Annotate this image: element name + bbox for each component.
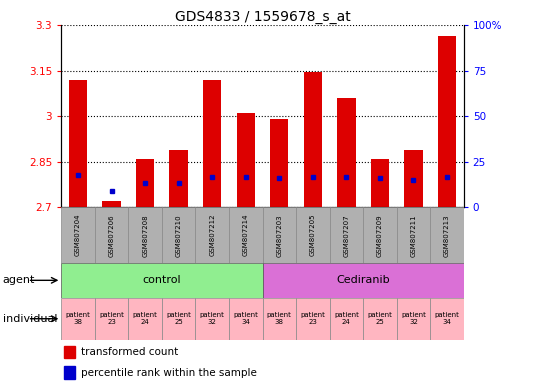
Text: GSM807210: GSM807210 (176, 214, 182, 257)
Text: GSM807208: GSM807208 (142, 214, 148, 257)
Text: GSM807205: GSM807205 (310, 214, 316, 257)
Title: GDS4833 / 1559678_s_at: GDS4833 / 1559678_s_at (175, 10, 350, 24)
Text: patient
34: patient 34 (233, 312, 258, 325)
Bar (329, 298, 363, 340)
Bar (430, 207, 464, 263)
Text: patient
34: patient 34 (434, 312, 459, 325)
Bar (370, 159, 389, 207)
Text: patient
23: patient 23 (99, 312, 124, 325)
Bar (363, 298, 397, 340)
Bar (69, 79, 87, 207)
Bar (95, 207, 128, 263)
Bar (95, 298, 128, 340)
Bar (64, 346, 75, 358)
Bar (262, 263, 464, 298)
Text: GSM807203: GSM807203 (276, 214, 282, 257)
Text: percentile rank within the sample: percentile rank within the sample (81, 367, 257, 377)
Text: patient
38: patient 38 (267, 312, 292, 325)
Bar (169, 150, 188, 207)
Bar (237, 113, 255, 207)
Text: patient
32: patient 32 (401, 312, 426, 325)
Text: control: control (143, 275, 181, 285)
Bar (329, 207, 363, 263)
Text: agent: agent (3, 275, 35, 285)
Bar (262, 298, 296, 340)
Bar (229, 298, 262, 340)
Text: patient
25: patient 25 (367, 312, 392, 325)
Bar (162, 207, 196, 263)
Bar (397, 207, 430, 263)
Text: GSM807204: GSM807204 (75, 214, 81, 257)
Bar (136, 159, 155, 207)
Text: patient
32: patient 32 (200, 312, 224, 325)
Text: individual: individual (3, 314, 57, 324)
Bar (404, 150, 423, 207)
Bar (64, 366, 75, 379)
Bar (296, 207, 329, 263)
Text: patient
23: patient 23 (301, 312, 325, 325)
Text: GSM807209: GSM807209 (377, 214, 383, 257)
Bar (397, 298, 430, 340)
Bar (102, 201, 121, 207)
Bar (162, 298, 196, 340)
Text: patient
24: patient 24 (133, 312, 158, 325)
Text: patient
25: patient 25 (166, 312, 191, 325)
Bar (203, 79, 221, 207)
Bar (337, 98, 356, 207)
Bar (128, 207, 162, 263)
Bar (61, 207, 95, 263)
Text: GSM807206: GSM807206 (109, 214, 115, 257)
Bar (296, 298, 329, 340)
Text: transformed count: transformed count (81, 347, 178, 357)
Bar (438, 36, 456, 207)
Text: GSM807213: GSM807213 (444, 214, 450, 257)
Bar (430, 298, 464, 340)
Bar (304, 72, 322, 207)
Text: GSM807214: GSM807214 (243, 214, 249, 257)
Bar (262, 207, 296, 263)
Bar (61, 298, 95, 340)
Bar (61, 263, 262, 298)
Text: patient
38: patient 38 (66, 312, 91, 325)
Text: GSM807211: GSM807211 (410, 214, 416, 257)
Text: GSM807207: GSM807207 (343, 214, 349, 257)
Bar (229, 207, 262, 263)
Bar (196, 207, 229, 263)
Text: GSM807212: GSM807212 (209, 214, 215, 257)
Bar (270, 119, 288, 207)
Bar (196, 298, 229, 340)
Bar (363, 207, 397, 263)
Text: patient
24: patient 24 (334, 312, 359, 325)
Bar (128, 298, 162, 340)
Text: Cediranib: Cediranib (336, 275, 390, 285)
